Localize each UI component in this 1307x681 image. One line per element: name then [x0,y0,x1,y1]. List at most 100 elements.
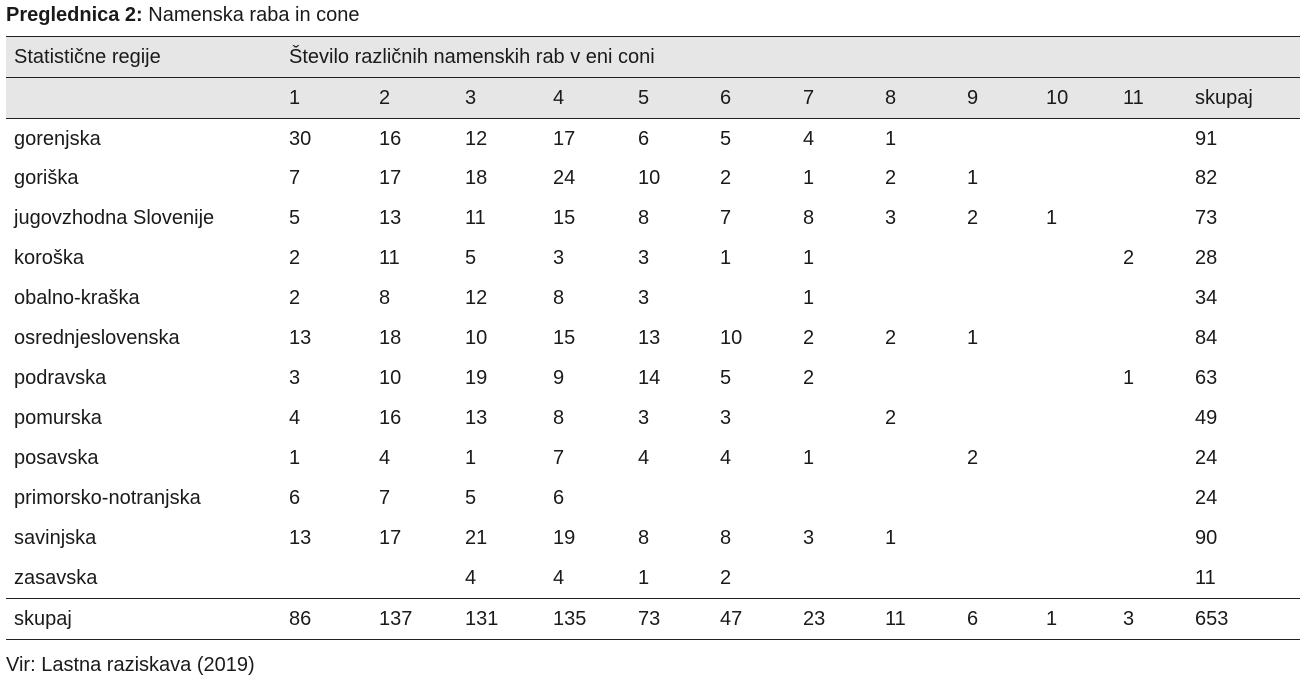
table-cell: 24 [553,167,576,189]
table-cell: 6 [289,487,301,509]
table-cell: 24 [1195,487,1218,509]
region-name: zasavska [14,567,98,589]
column-header: 2 [379,87,391,109]
region-name: gorenjska [14,128,101,150]
table-cell: 3 [638,407,650,429]
table-cell: 49 [1195,407,1218,429]
header-group: Število različnih namenskih rab v eni co… [289,46,655,68]
table-cell: 1 [803,287,815,309]
column-header: 10 [1046,87,1069,109]
table-cell: 19 [465,367,488,389]
table-cell: 18 [465,167,488,189]
table-cell: 13 [289,527,312,549]
total-cell: 11 [885,608,906,630]
table-cell: 34 [1195,287,1218,309]
table-cell: 2 [885,327,897,349]
table-cell: 11 [465,207,486,229]
table-cell: 2 [289,287,301,309]
table-cell: 2 [289,247,301,269]
table-cell: 4 [465,567,477,589]
table-body: gorenjska 30 16 12 17 6 5 4 1 91 goriška 7 17 18 24 10 2… [6,119,1300,598]
table-cell: 7 [289,167,301,189]
region-name: primorsko-notranjska [14,487,201,509]
table-row: zasavska 4 4 1 2 11 [6,558,1300,598]
table-cell: 24 [1195,447,1218,469]
table-cell: 1 [1046,207,1058,229]
column-header: 5 [638,87,650,109]
header-row-columns: 1 2 3 4 5 6 7 8 9 10 11 skupaj [6,78,1300,119]
table-cell: 91 [1195,128,1218,150]
table-cell: 8 [720,527,732,549]
table-cell: 10 [379,367,402,389]
table-cell: 4 [638,447,650,469]
table-cell: 1 [967,327,979,349]
total-cell: 135 [553,608,587,630]
table-cell: 3 [803,527,815,549]
total-cell: 47 [720,608,743,630]
caption-text: Namenska raba in cone [148,4,360,26]
table-cell: 28 [1195,247,1218,269]
table-row: savinjska 13 17 21 19 8 8 3 1 90 [6,518,1300,558]
table-row: gorenjska 30 16 12 17 6 5 4 1 91 [6,119,1300,158]
column-header: 1 [289,87,301,109]
table-cell: 90 [1195,527,1218,549]
table-cell: 4 [379,447,391,469]
column-header: 8 [885,87,897,109]
total-row: skupaj 86 137 131 135 73 47 23 11 6 1 3 653 [6,598,1300,639]
table-row: goriška 7 17 18 24 10 2 1 2 1 82 [6,158,1300,198]
table-cell: 1 [720,247,732,269]
table-cell: 7 [379,487,391,509]
total-cell: 6 [967,608,979,630]
table-cell: 3 [289,367,301,389]
table-cell: 8 [553,407,565,429]
region-name: koroška [14,247,85,269]
region-name: osrednjeslovenska [14,327,180,349]
table-cell: 4 [289,407,301,429]
table-cell: 2 [803,327,815,349]
table-row: posavska 1 4 1 7 4 4 1 2 24 [6,438,1300,478]
table-cell: 1 [465,447,477,469]
table-cell: 2 [803,367,815,389]
column-header: 4 [553,87,565,109]
total-cell: 137 [379,608,413,630]
total-cell: 86 [289,608,312,630]
table-cell: 13 [465,407,488,429]
table-cell: 73 [1195,207,1218,229]
table-row: obalno-kraška 2 8 12 8 3 1 34 [6,278,1300,318]
table-cell: 5 [465,247,477,269]
table-cell: 2 [885,167,897,189]
region-name: pomurska [14,407,102,429]
table-cell: 13 [638,327,661,349]
region-name: goriška [14,167,79,189]
table-cell: 82 [1195,167,1218,189]
table-cell: 1 [803,447,815,469]
table-cell: 7 [720,207,732,229]
region-name: posavska [14,447,99,469]
column-header: 3 [465,87,477,109]
table-cell: 9 [553,367,565,389]
table-cell: 1 [803,167,815,189]
column-header: 6 [720,87,732,109]
total-cell: 131 [465,608,499,630]
table-cell: 3 [720,407,732,429]
table-cell: 15 [553,327,576,349]
table-row: pomurska 4 16 13 8 3 3 2 49 [6,398,1300,438]
column-header: 7 [803,87,815,109]
caption-label: Preglednica 2: [6,4,143,26]
table-cell: 3 [638,287,650,309]
table-cell: 3 [885,207,897,229]
table-cell: 1 [967,167,979,189]
table-cell: 4 [720,447,732,469]
table-cell: 1 [289,447,301,469]
table-cell: 5 [720,128,732,150]
data-table: Statistične regije Število različnih nam… [6,36,1300,640]
table-cell: 8 [638,207,650,229]
table-cell: 5 [720,367,732,389]
table-cell: 5 [289,207,301,229]
table-cell: 2 [885,407,897,429]
table-cell: 30 [289,128,312,150]
source-note: Vir: Lastna raziskava (2019) [6,654,255,676]
table-cell: 1 [1123,367,1135,389]
region-name: podravska [14,367,107,389]
region-name: jugovzhodna Slovenije [14,207,215,229]
